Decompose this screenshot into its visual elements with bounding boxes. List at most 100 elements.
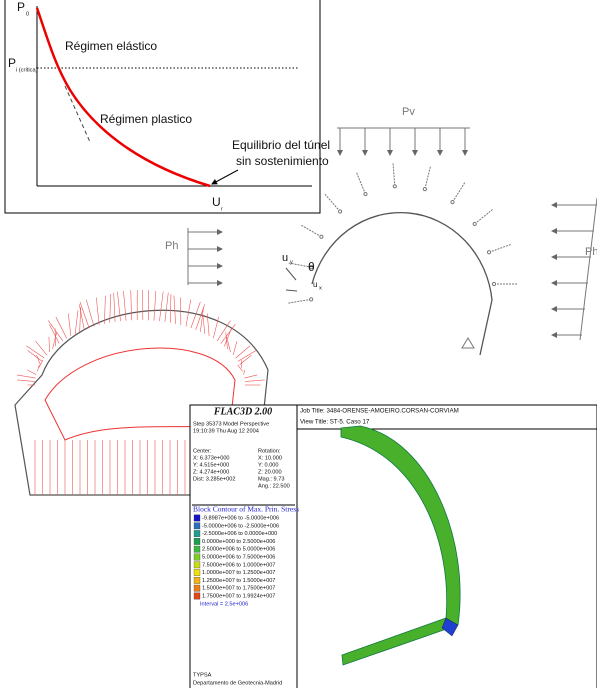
ux-subscript: x <box>319 285 322 291</box>
ur-symbol: U <box>212 195 221 209</box>
stress-vector <box>117 292 120 321</box>
legend-label: 1.7500e+007 to 1.9924e+007 <box>202 593 275 599</box>
legend-swatch <box>194 577 200 583</box>
interval-text: Interval = 2.5e+006 <box>200 601 248 607</box>
stress-vector <box>37 365 39 371</box>
spring <box>325 194 340 212</box>
stress-vector <box>236 346 250 358</box>
stress-vector <box>37 355 41 364</box>
legend-label: 1.0000e+007 to 1.2500e+007 <box>202 570 275 576</box>
stress-vector <box>96 297 99 325</box>
pi-symbol: P <box>8 56 16 70</box>
stress-vector <box>17 380 35 382</box>
rotation-value: Y: 0.000 <box>258 462 279 468</box>
node <box>473 222 476 225</box>
legend-swatch <box>194 523 200 529</box>
legend-label: 2.5000e+006 to 5.0000e+006 <box>202 547 275 553</box>
legend-swatch <box>194 530 200 536</box>
contour-title: Block Contour of Max. Prin. Stress <box>193 505 299 514</box>
legend-swatch <box>194 569 200 575</box>
center-heading: Center: <box>193 448 212 454</box>
ph-left-label: Ph <box>165 240 178 252</box>
local-axes <box>286 268 297 291</box>
stress-vector <box>17 375 36 378</box>
legend-label: 7.5000e+006 to 1.0000e+007 <box>202 562 275 568</box>
department: Departamento de Geotecnia-Madrid <box>193 680 282 686</box>
spring <box>453 182 466 202</box>
center-value: Z: 4.274e+000 <box>193 469 229 475</box>
stress-vector <box>56 317 67 338</box>
legend-label: -2.5000e+006 to 0.0000e+000 <box>202 531 277 537</box>
uy-subscript: y <box>290 259 293 265</box>
software-title: FLAC3D 2.00 <box>213 406 272 417</box>
spring <box>425 166 431 189</box>
legend-swatch <box>194 554 200 560</box>
p0-subscript: 0 <box>26 11 29 17</box>
stress-vector <box>28 350 43 361</box>
legend-label: 0.0000e+000 to 2.5000e+006 <box>202 539 275 545</box>
node <box>364 192 367 195</box>
job-title: Job Title: 3484-ORENSE-AMOEIRO.CORSAN-CO… <box>300 408 459 415</box>
node <box>320 235 323 238</box>
p0-symbol: P <box>17 0 25 14</box>
node <box>310 298 313 301</box>
stress-vector <box>159 292 163 321</box>
support <box>462 338 474 348</box>
stress-vector <box>123 291 126 321</box>
legend-label: 5.0000e+006 to 7.5000e+006 <box>202 554 275 560</box>
center-value: Y: 4.515e+000 <box>193 462 229 468</box>
node <box>338 210 341 213</box>
equilibrium-label: sin sostenimiento <box>236 154 329 168</box>
rotation-value: Mag.: 9.73 <box>258 476 284 482</box>
stress-vector <box>165 293 168 322</box>
elastic-label: Régimen elástico <box>65 39 157 53</box>
stress-vector <box>200 307 203 332</box>
rotation-value: Z: 20.000 <box>258 469 282 475</box>
panel-frame <box>5 0 320 213</box>
rotation-value: X: 10.000 <box>258 455 282 461</box>
legend-label: -5.0000e+006 to -2.5000e+006 <box>202 523 279 529</box>
ux-symbol: u <box>313 280 317 289</box>
equilibrium-label: Equilibrio del túnel <box>232 138 330 152</box>
center-value: X: 6.373e+000 <box>193 455 230 461</box>
spring <box>301 225 321 237</box>
stress-vector <box>170 294 171 323</box>
legend-swatch <box>194 515 200 521</box>
uy-symbol: u <box>282 252 288 264</box>
stress-vector <box>174 296 176 324</box>
arch <box>312 213 492 355</box>
ur-subscript: r <box>221 206 223 212</box>
legend-swatch <box>194 546 200 552</box>
node <box>393 185 396 188</box>
company: TYPSA <box>193 672 212 678</box>
stress-vector <box>27 370 36 375</box>
legend-swatch <box>194 538 200 544</box>
step-text: Step 35373 Model Perspective <box>193 421 269 427</box>
stress-vector <box>233 341 237 355</box>
spring <box>475 209 493 224</box>
spring <box>489 244 511 252</box>
node <box>487 251 490 254</box>
pi-subscript: i (crítica) <box>16 67 38 73</box>
legend-swatch <box>194 585 200 591</box>
collage: P 0 P i (crítica) Régimen elástico Régim… <box>0 0 597 688</box>
page: P 0 P i (crítica) Régimen elástico Régim… <box>0 0 597 688</box>
stress-vector <box>238 350 256 361</box>
node <box>451 200 454 203</box>
stress-vector <box>244 370 245 375</box>
date-text: 19:10:39 Thu Aug 12 2004 <box>193 428 259 434</box>
ph-right-line <box>580 198 597 340</box>
center-value: Dist: 3.285e+002 <box>193 476 235 482</box>
stress-vector <box>49 337 50 352</box>
stress-vector <box>238 365 243 371</box>
node <box>423 187 426 190</box>
theta: θ <box>308 260 315 274</box>
ph-right-label: Ph <box>585 246 597 258</box>
spring <box>356 172 365 194</box>
legend-label: 1.2500e+007 to 1.5000e+007 <box>202 578 275 584</box>
stress-vector <box>154 291 156 321</box>
plastic-label: Régimen plastico <box>100 112 192 126</box>
stress-vector <box>202 310 204 334</box>
rotation-heading: Rotation: <box>258 448 281 454</box>
stress-vector <box>221 324 235 343</box>
